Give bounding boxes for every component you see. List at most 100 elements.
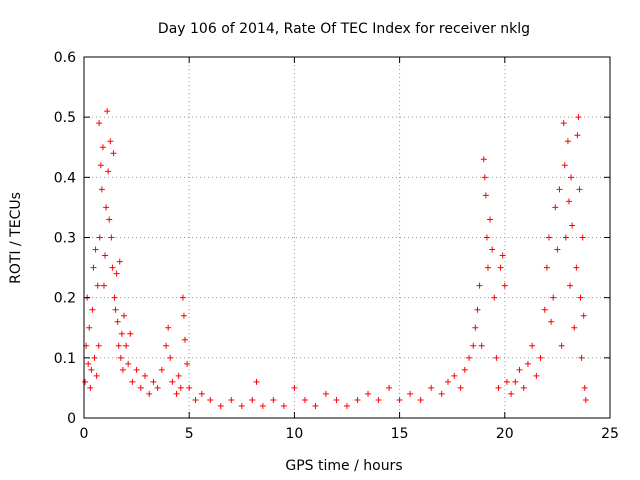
data-point bbox=[112, 306, 119, 313]
data-point bbox=[582, 396, 589, 403]
data-point bbox=[99, 144, 106, 151]
data-point bbox=[103, 204, 110, 211]
data-point bbox=[472, 324, 479, 331]
data-point bbox=[137, 384, 144, 391]
data-point bbox=[89, 306, 96, 313]
data-point bbox=[451, 372, 458, 379]
data-point bbox=[158, 366, 165, 373]
y-tick-label: 0 bbox=[67, 411, 76, 427]
data-point bbox=[579, 234, 586, 241]
data-point bbox=[169, 378, 176, 385]
data-point bbox=[491, 294, 498, 301]
data-point bbox=[567, 282, 574, 289]
data-point bbox=[545, 234, 552, 241]
data-point bbox=[580, 312, 587, 319]
data-point bbox=[483, 234, 490, 241]
data-point bbox=[165, 324, 172, 331]
data-point bbox=[118, 330, 125, 337]
data-point bbox=[550, 294, 557, 301]
x-tick-label: 20 bbox=[496, 426, 514, 442]
data-point bbox=[123, 342, 130, 349]
data-point bbox=[474, 306, 481, 313]
data-point bbox=[92, 246, 99, 253]
y-tick-label: 0.4 bbox=[54, 170, 76, 186]
data-point bbox=[569, 222, 576, 229]
data-point bbox=[444, 378, 451, 385]
data-point bbox=[186, 384, 193, 391]
data-point bbox=[270, 396, 277, 403]
data-point bbox=[554, 246, 561, 253]
data-point bbox=[565, 198, 572, 205]
data-point bbox=[478, 342, 485, 349]
grid-lines bbox=[84, 57, 610, 418]
data-point bbox=[86, 324, 93, 331]
data-point bbox=[484, 264, 491, 271]
data-point bbox=[95, 342, 102, 349]
data-point bbox=[354, 396, 361, 403]
data-point bbox=[111, 294, 118, 301]
data-point bbox=[106, 216, 113, 223]
data-point bbox=[482, 192, 489, 199]
data-point bbox=[470, 342, 477, 349]
y-tick-label: 0.2 bbox=[54, 291, 76, 307]
data-point bbox=[524, 360, 531, 367]
y-tick-label: 0.6 bbox=[54, 50, 76, 66]
data-point bbox=[562, 234, 569, 241]
data-point bbox=[259, 402, 266, 409]
data-point bbox=[100, 282, 107, 289]
data-point bbox=[192, 396, 199, 403]
data-point bbox=[578, 354, 585, 361]
data-point bbox=[146, 390, 153, 397]
data-point bbox=[407, 390, 414, 397]
data-point bbox=[181, 336, 188, 343]
data-point bbox=[501, 282, 508, 289]
x-tick-label: 10 bbox=[285, 426, 303, 442]
data-point bbox=[576, 186, 583, 193]
data-point bbox=[561, 162, 568, 169]
y-tick-label: 0.3 bbox=[54, 231, 76, 247]
x-axis-label: GPS time / hours bbox=[285, 458, 402, 474]
data-point bbox=[133, 366, 140, 373]
data-point bbox=[119, 366, 126, 373]
data-point bbox=[109, 264, 116, 271]
data-point bbox=[110, 150, 117, 157]
data-point bbox=[581, 384, 588, 391]
data-point bbox=[107, 138, 114, 145]
data-point bbox=[97, 162, 104, 169]
data-point bbox=[489, 246, 496, 253]
data-point bbox=[163, 342, 170, 349]
data-point bbox=[94, 282, 101, 289]
data-point bbox=[575, 114, 582, 121]
data-point bbox=[503, 378, 510, 385]
data-point bbox=[98, 186, 105, 193]
data-point bbox=[207, 396, 214, 403]
x-tick-label: 0 bbox=[80, 426, 89, 442]
data-point bbox=[180, 312, 187, 319]
data-point bbox=[322, 390, 329, 397]
data-point bbox=[461, 366, 468, 373]
data-point bbox=[96, 120, 103, 127]
data-point bbox=[142, 372, 149, 379]
data-point bbox=[150, 378, 157, 385]
data-point bbox=[417, 396, 424, 403]
data-point bbox=[114, 318, 121, 325]
data-point bbox=[105, 168, 112, 175]
data-point bbox=[238, 402, 245, 409]
y-tick-label: 0.5 bbox=[54, 110, 76, 126]
data-point bbox=[520, 384, 527, 391]
data-point bbox=[428, 384, 435, 391]
data-point bbox=[537, 354, 544, 361]
data-point bbox=[96, 234, 103, 241]
data-point bbox=[173, 390, 180, 397]
data-point bbox=[120, 312, 127, 319]
data-point bbox=[480, 156, 487, 163]
data-point bbox=[386, 384, 393, 391]
data-point bbox=[228, 396, 235, 403]
data-point bbox=[577, 294, 584, 301]
data-point bbox=[533, 372, 540, 379]
data-point bbox=[127, 330, 134, 337]
data-point bbox=[198, 390, 205, 397]
data-point bbox=[543, 264, 550, 271]
